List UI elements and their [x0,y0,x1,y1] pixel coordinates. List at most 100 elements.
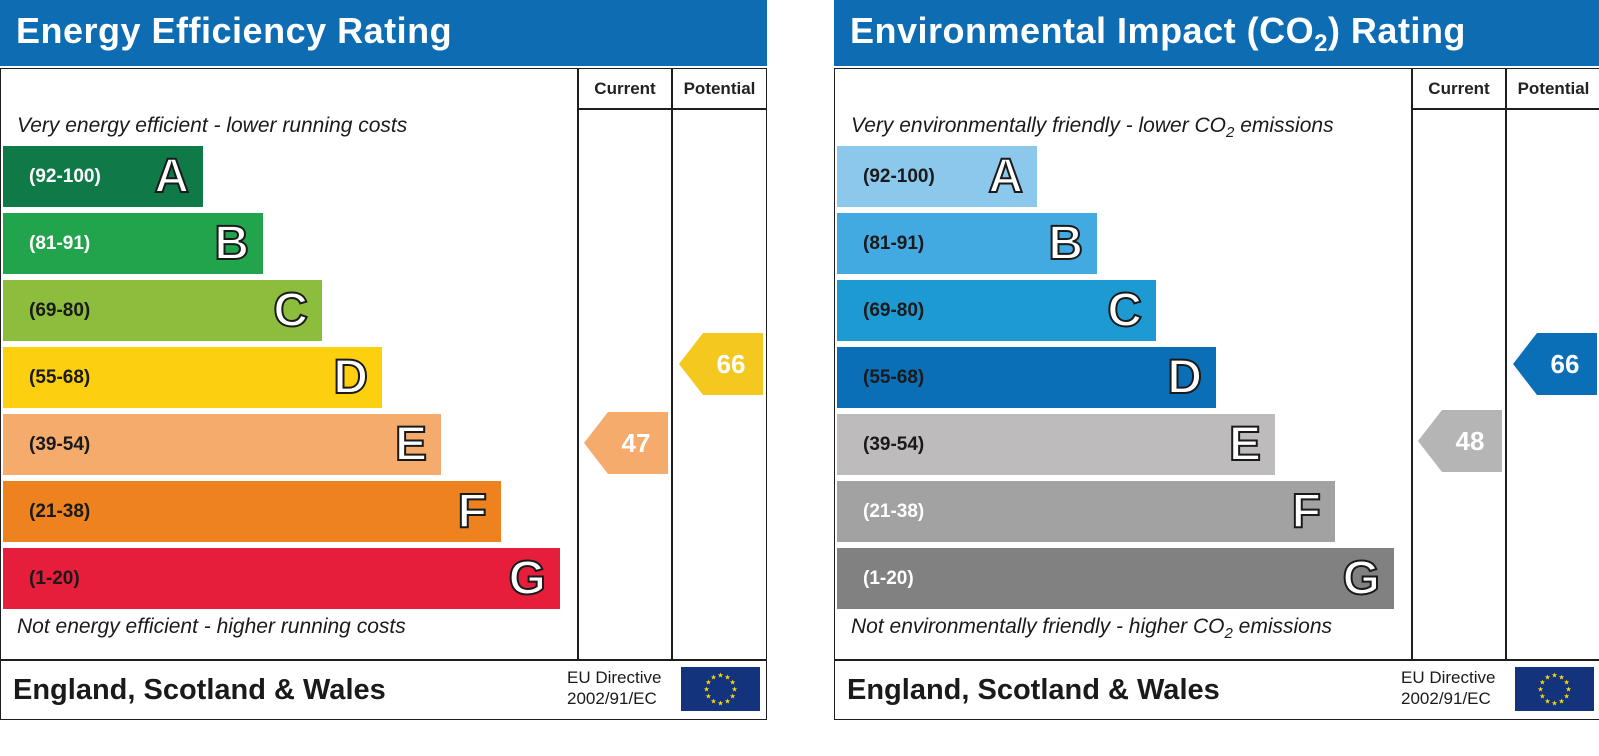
current-rating-value: 48 [1455,426,1485,456]
band-range-label: (39-54) [29,434,91,455]
note-top: Very environmentally friendly - lower CO… [851,114,1334,141]
arrow-left-icon [584,412,668,474]
potential-rating-marker: 66 [679,333,763,395]
eu-star-icon: ★ [1565,686,1571,694]
eu-star-icon: ★ [724,698,730,706]
eu-star-icon: ★ [724,673,730,681]
band-letter: G [508,551,547,606]
note-bottom: Not environmentally friendly - higher CO… [851,615,1332,642]
band-range-label: (1-20) [29,568,80,589]
column-divider [671,69,673,659]
note-text: Not environmentally friendly - higher CO [851,615,1225,638]
band-range-label: (1-20) [863,568,914,589]
current-column-header: Current [1428,79,1490,98]
band-range-label: (81-91) [863,233,925,254]
footer-divider [835,659,1599,661]
band-letter: G [1342,551,1381,606]
current-column-header: Current [594,79,656,98]
eu-stars-icon: ★ ★★★★★★★★★★★ [703,672,737,708]
band-letter: A [987,149,1024,204]
potential-rating-value: 66 [716,349,746,379]
potential-column-header: Potential [1517,79,1590,98]
band-letter: C [1106,283,1143,338]
rating-table: Current Potential Very environmentally f… [834,68,1599,720]
current-rating-value: 47 [621,428,651,458]
footer-country: England, Scotland & Wales [847,674,1220,706]
title-subscript: 2 [1314,30,1328,58]
eu-star-icon: ★ [703,686,709,694]
rating-band-b: (81-91) B [837,213,1097,274]
panel-title: Environmental Impact (CO2) Rating [850,10,1466,58]
eu-star-icon: ★ [729,693,735,701]
potential-rating-marker: 66 [1513,333,1597,395]
eu-star-icon: ★ [717,700,723,708]
column-divider [1505,69,1507,659]
eu-directive: EU Directive 2002/91/EC [567,667,661,709]
band-letter: A [153,149,190,204]
band-range-label: (39-54) [863,434,925,455]
eu-star-icon: ★ [1558,698,1564,706]
rating-band-g: (1-20) G [3,548,560,609]
panel-header: Energy Efficiency Rating [0,0,767,66]
current-rating-marker: 47 [584,412,668,474]
band-letter: B [1047,216,1084,271]
rating-band-d: (55-68) D [837,347,1216,408]
band-letter: D [1166,350,1203,405]
eu-star-icon: ★ [1558,673,1564,681]
band-range-label: (81-91) [29,233,91,254]
panel-title: Energy Efficiency Rating [16,10,453,51]
band-range-label: (55-68) [863,367,925,388]
potential-column-header: Potential [683,79,756,98]
band-range-label: (69-80) [29,300,91,321]
rating-band-f: (21-38) F [3,481,501,542]
energy-efficiency-panel: Energy Efficiency Rating Current Potenti… [0,0,767,720]
band-letter: E [394,417,428,472]
arrow-left-icon [679,333,763,395]
band-range-label: (92-100) [863,166,935,187]
header-divider [1411,108,1599,110]
eu-stars-icon: ★ ★★★★★★★★★★★ [1537,672,1571,708]
band-letter: D [332,350,369,405]
note-text: Very environmentally friendly - lower CO [851,114,1227,137]
eu-star-icon: ★ [1563,693,1569,701]
band-letter: F [1291,484,1322,539]
directive-line-1: EU Directive [1401,668,1496,687]
band-letter: B [213,216,250,271]
eu-directive: EU Directive 2002/91/EC [1401,667,1495,709]
rating-band-a: (92-100) A [837,146,1037,207]
title-text-end: ) Rating [1327,10,1466,51]
arrow-left-icon [1418,410,1502,472]
note-top: Very energy efficient - lower running co… [17,114,408,137]
eu-star-icon: ★ [710,698,716,706]
note-text-end: emissions [1232,615,1333,638]
rating-band-f: (21-38) F [837,481,1335,542]
environmental-impact-panel: Environmental Impact (CO2) Rating Curren… [834,0,1599,720]
eu-star-icon: ★ [1539,693,1545,701]
band-range-label: (92-100) [29,166,101,187]
note-subscript: 2 [1226,124,1235,142]
eu-star-icon: ★ [1551,700,1557,708]
eu-star-icon: ★ [705,693,711,701]
band-range-label: (69-80) [863,300,925,321]
band-letter: E [1228,417,1262,472]
rating-band-b: (81-91) B [3,213,263,274]
band-letter: F [457,484,488,539]
eu-star-icon: ★ [705,679,711,687]
eu-star-icon: ★ [1544,673,1550,681]
eu-star-icon: ★ [1551,672,1557,680]
note-text-end: emissions [1234,114,1334,137]
footer-country: England, Scotland & Wales [13,674,386,706]
eu-star-icon: ★ [1544,698,1550,706]
rating-band-d: (55-68) D [3,347,382,408]
eu-star-icon: ★ [1539,679,1545,687]
title-text: Environmental Impact (CO [850,10,1315,51]
column-divider [577,69,579,659]
band-range-label: (21-38) [29,501,91,522]
eu-star-icon: ★ [731,686,737,694]
potential-rating-value: 66 [1550,349,1580,379]
eu-star-icon: ★ [1537,686,1543,694]
eu-star-icon: ★ [717,672,723,680]
panel-header: Environmental Impact (CO2) Rating [834,0,1599,66]
directive-line-2: 2002/91/EC [567,689,657,708]
header-divider [577,108,766,110]
